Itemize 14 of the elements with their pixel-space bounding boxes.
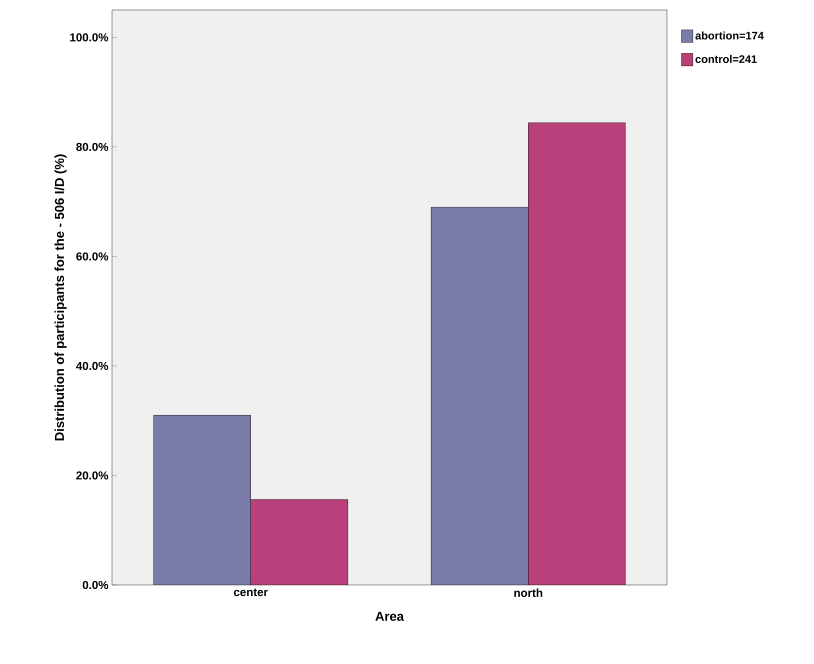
y-tick-label: 40.0% — [76, 362, 108, 370]
bar — [153, 415, 251, 585]
y-tick-label: 60.0% — [76, 252, 108, 260]
legend-label: control=241 — [696, 54, 757, 63]
x-tick-label: north — [514, 588, 542, 597]
y-tick-label: 80.0% — [76, 142, 108, 151]
x-tick-label: center — [234, 588, 268, 596]
x-axis-title: Area — [375, 612, 404, 621]
y-tick-label: 100.0% — [70, 33, 108, 42]
y-tick-label: 0.0% — [82, 580, 108, 590]
y-tick-label: 20.0% — [76, 471, 108, 480]
legend-label: abortion=174 — [695, 31, 764, 40]
y-axis-title: Distribution of participants for the - 506 I/D (%) — [54, 154, 67, 440]
bar — [430, 206, 528, 585]
